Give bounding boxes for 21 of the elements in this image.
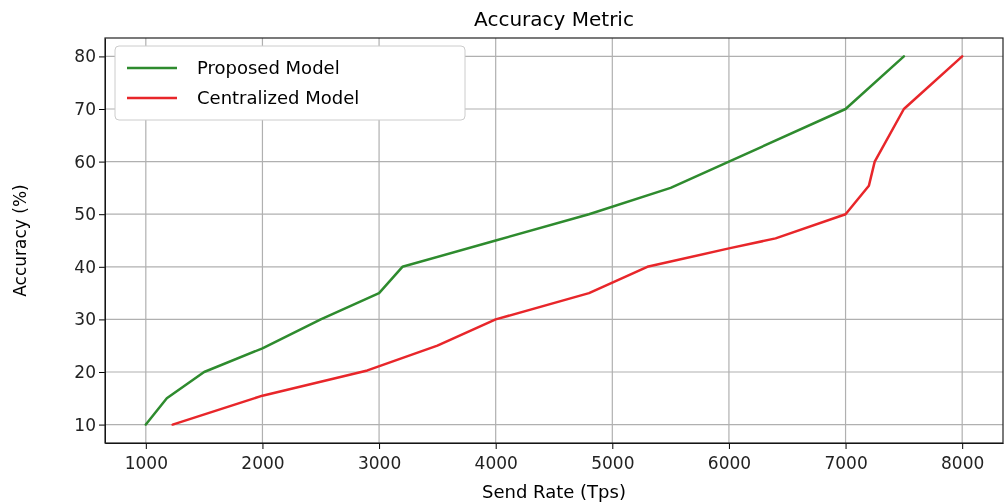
y-tick-label: 70 [74,98,96,119]
x-tick-label: 2000 [241,453,285,473]
y-tick-label: 10 [74,414,96,435]
legend-label: Proposed Model [197,57,340,78]
x-tick-label: 5000 [591,453,635,473]
x-tick-label: 6000 [707,453,752,473]
y-axis-title: Accuracy (%) [10,184,30,297]
x-tick-label: 7000 [824,453,868,473]
y-tick-label: 20 [74,361,96,382]
y-tick-label: 30 [74,309,96,330]
y-tick-label: 40 [74,256,96,277]
chart-title: Accuracy Metric [474,7,634,31]
y-tick-label: 50 [74,204,96,225]
x-axis-title: Send Rate (Tps) [482,481,626,502]
y-tick-label: 80 [74,46,96,67]
legend-label: Centralized Model [197,87,360,108]
x-tick-label: 4000 [474,453,518,473]
x-tick-label: 8000 [941,453,985,473]
x-tick-label: 3000 [357,453,402,473]
x-tick-label: 1000 [124,453,168,473]
y-tick-label: 60 [74,151,96,172]
